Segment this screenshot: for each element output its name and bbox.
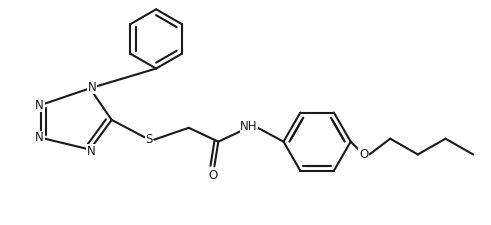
- Text: O: O: [209, 169, 218, 182]
- Text: N: N: [86, 145, 95, 158]
- Text: N: N: [35, 131, 44, 144]
- Text: N: N: [35, 99, 44, 112]
- Text: O: O: [359, 148, 368, 161]
- Text: NH: NH: [240, 120, 258, 133]
- Text: S: S: [145, 133, 153, 146]
- Text: N: N: [87, 81, 96, 94]
